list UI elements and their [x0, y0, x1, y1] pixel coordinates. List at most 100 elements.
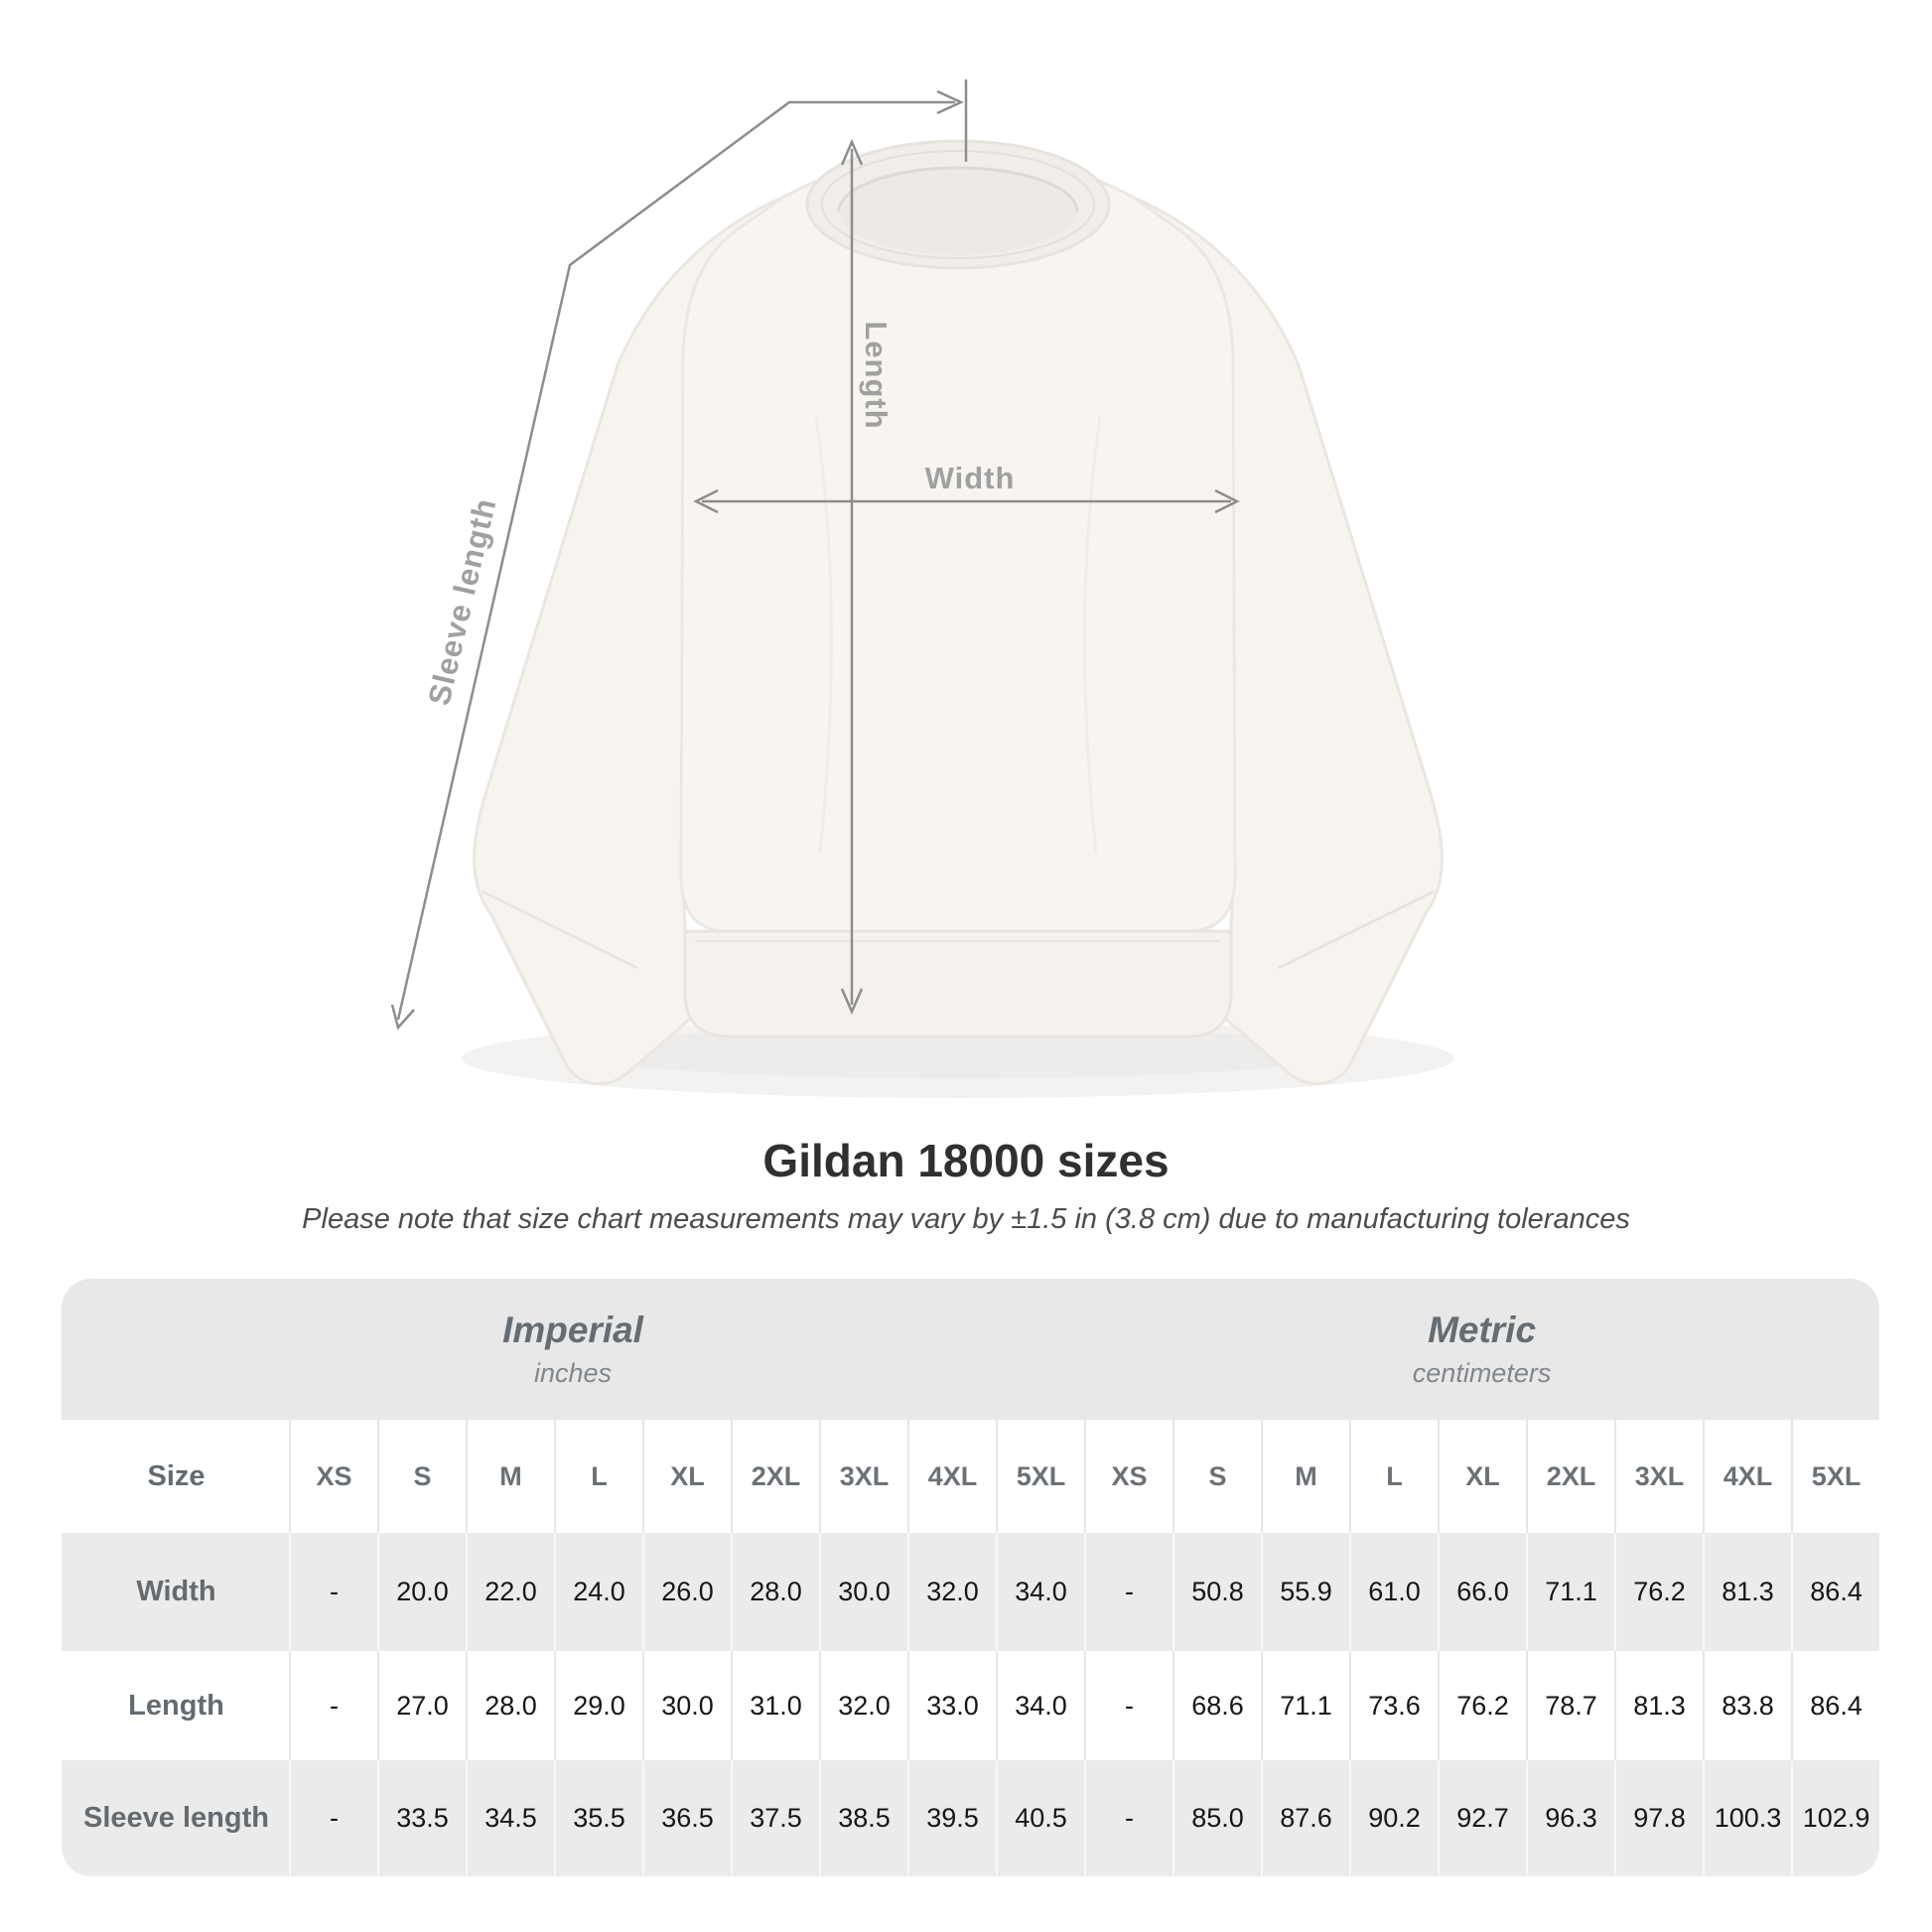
- wrinkle-left: [814, 416, 834, 855]
- value-cell: 31.0: [731, 1651, 819, 1760]
- value-cell: 92.7: [1438, 1760, 1527, 1876]
- value-cell: 27.0: [377, 1651, 466, 1760]
- value-cell: 81.3: [1614, 1651, 1704, 1760]
- metric-unit: centimeters: [1412, 1357, 1552, 1388]
- value-cell: 61.0: [1349, 1533, 1439, 1651]
- value-cell: 38.5: [819, 1760, 907, 1876]
- value-cell: 83.8: [1703, 1651, 1792, 1760]
- metric-label: Metric: [1428, 1310, 1537, 1351]
- right-cuff-seam: [1278, 890, 1435, 970]
- size-cell: 3XL: [1614, 1420, 1704, 1533]
- value-cell: 20.0: [377, 1533, 466, 1651]
- size-cell: M: [1261, 1420, 1350, 1533]
- width-arrowhead-right: [1214, 488, 1240, 514]
- value-cell: 39.5: [907, 1760, 996, 1876]
- size-cell: 2XL: [1526, 1420, 1615, 1533]
- value-cell: 22.0: [466, 1533, 554, 1651]
- size-cell: S: [377, 1420, 466, 1533]
- metric-group-header: Metric centimeters: [1084, 1279, 1879, 1420]
- value-cell: 68.6: [1173, 1651, 1262, 1760]
- value-cell: 96.3: [1526, 1760, 1615, 1876]
- value-cell: 34.0: [996, 1651, 1085, 1760]
- sweatshirt-diagram: Length Width Sleeve length: [390, 79, 1454, 1098]
- value-cell: 55.9: [1261, 1533, 1350, 1651]
- size-column-header: Size: [62, 1420, 289, 1533]
- width-label: Width: [924, 461, 1016, 495]
- size-cell: M: [466, 1420, 554, 1533]
- size-cell: 4XL: [1703, 1420, 1792, 1533]
- left-cuff-seam: [482, 890, 638, 970]
- value-cell: 50.8: [1173, 1533, 1262, 1651]
- value-cell: 66.0: [1438, 1533, 1527, 1651]
- value-cell: 87.6: [1261, 1760, 1350, 1876]
- measure-lines: [390, 79, 1240, 1031]
- value-cell: -: [1084, 1760, 1173, 1876]
- value-cell: 100.3: [1703, 1760, 1792, 1876]
- size-cell: XL: [1438, 1420, 1527, 1533]
- value-cell: 102.9: [1791, 1760, 1879, 1876]
- value-cell: 71.1: [1261, 1651, 1350, 1760]
- value-cell: -: [289, 1651, 377, 1760]
- value-cell: 30.0: [642, 1651, 731, 1760]
- length-label: Length: [859, 321, 894, 430]
- body: [679, 155, 1237, 933]
- size-header-row: Size XS S M L XL 2XL 3XL 4XL 5XL XS S M …: [62, 1420, 1879, 1533]
- value-cell: -: [289, 1760, 377, 1876]
- value-cell: 30.0: [819, 1533, 907, 1651]
- value-cell: -: [1084, 1651, 1173, 1760]
- value-cell: 34.0: [996, 1533, 1085, 1651]
- row-label: Sleeve length: [62, 1760, 289, 1876]
- value-cell: 78.7: [1526, 1651, 1615, 1760]
- size-cell: 5XL: [996, 1420, 1085, 1533]
- value-cell: 71.1: [1526, 1533, 1615, 1651]
- imperial-group-header: Imperial inches: [62, 1279, 1085, 1420]
- hem-band: [683, 929, 1233, 1038]
- size-cell: 5XL: [1791, 1420, 1879, 1533]
- value-cell: 37.5: [731, 1760, 819, 1876]
- size-cell: L: [1349, 1420, 1439, 1533]
- size-cell: 2XL: [731, 1420, 819, 1533]
- size-table-container: Imperial inches Metric centimeters Size …: [62, 1279, 1879, 1876]
- sleeve-arrowhead-bottom: [390, 1004, 415, 1031]
- value-cell: 29.0: [554, 1651, 642, 1760]
- tolerance-note: Please note that size chart measurements…: [302, 1203, 1630, 1235]
- size-cell: XS: [1084, 1420, 1173, 1533]
- sleeve-length-arrow: [396, 100, 955, 1021]
- value-cell: 32.0: [819, 1651, 907, 1760]
- value-cell: 28.0: [731, 1533, 819, 1651]
- size-cell: S: [1173, 1420, 1262, 1533]
- length-arrowhead-up: [840, 138, 864, 166]
- value-cell: 90.2: [1349, 1760, 1439, 1876]
- size-cell: L: [554, 1420, 642, 1533]
- row-label: Length: [62, 1651, 289, 1760]
- value-cell: 36.5: [642, 1760, 731, 1876]
- garment-shadow: [462, 1019, 1454, 1098]
- size-cell: XL: [642, 1420, 731, 1533]
- value-cell: 35.5: [554, 1760, 642, 1876]
- value-cell: 73.6: [1349, 1651, 1439, 1760]
- size-table: Imperial inches Metric centimeters Size …: [62, 1279, 1879, 1876]
- value-cell: 85.0: [1173, 1760, 1262, 1876]
- size-cell: 4XL: [907, 1420, 996, 1533]
- sweatshirt-illustration: [390, 79, 1454, 1098]
- value-cell: 32.0: [907, 1533, 996, 1651]
- value-cell: 86.4: [1791, 1533, 1879, 1651]
- length-arrowhead-down: [840, 988, 864, 1016]
- value-cell: 33.5: [377, 1760, 466, 1876]
- unit-group-row: Imperial inches Metric centimeters: [62, 1279, 1879, 1420]
- collar: [805, 139, 1111, 270]
- table-row-length: Length - 27.0 28.0 29.0 30.0 31.0 32.0 3…: [62, 1651, 1879, 1760]
- width-arrowhead-left: [693, 488, 719, 514]
- value-cell: 40.5: [996, 1760, 1085, 1876]
- imperial-label: Imperial: [502, 1310, 643, 1351]
- size-cell: XS: [289, 1420, 377, 1533]
- value-cell: 76.2: [1614, 1533, 1704, 1651]
- value-cell: 24.0: [554, 1533, 642, 1651]
- wrinkle-right: [1082, 416, 1102, 855]
- value-cell: 97.8: [1614, 1760, 1704, 1876]
- sleeve-arrowhead-top: [936, 89, 965, 115]
- table-row-sleeve-length: Sleeve length - 33.5 34.5 35.5 36.5 37.5…: [62, 1760, 1879, 1876]
- imperial-unit: inches: [533, 1357, 613, 1388]
- value-cell: -: [1084, 1533, 1173, 1651]
